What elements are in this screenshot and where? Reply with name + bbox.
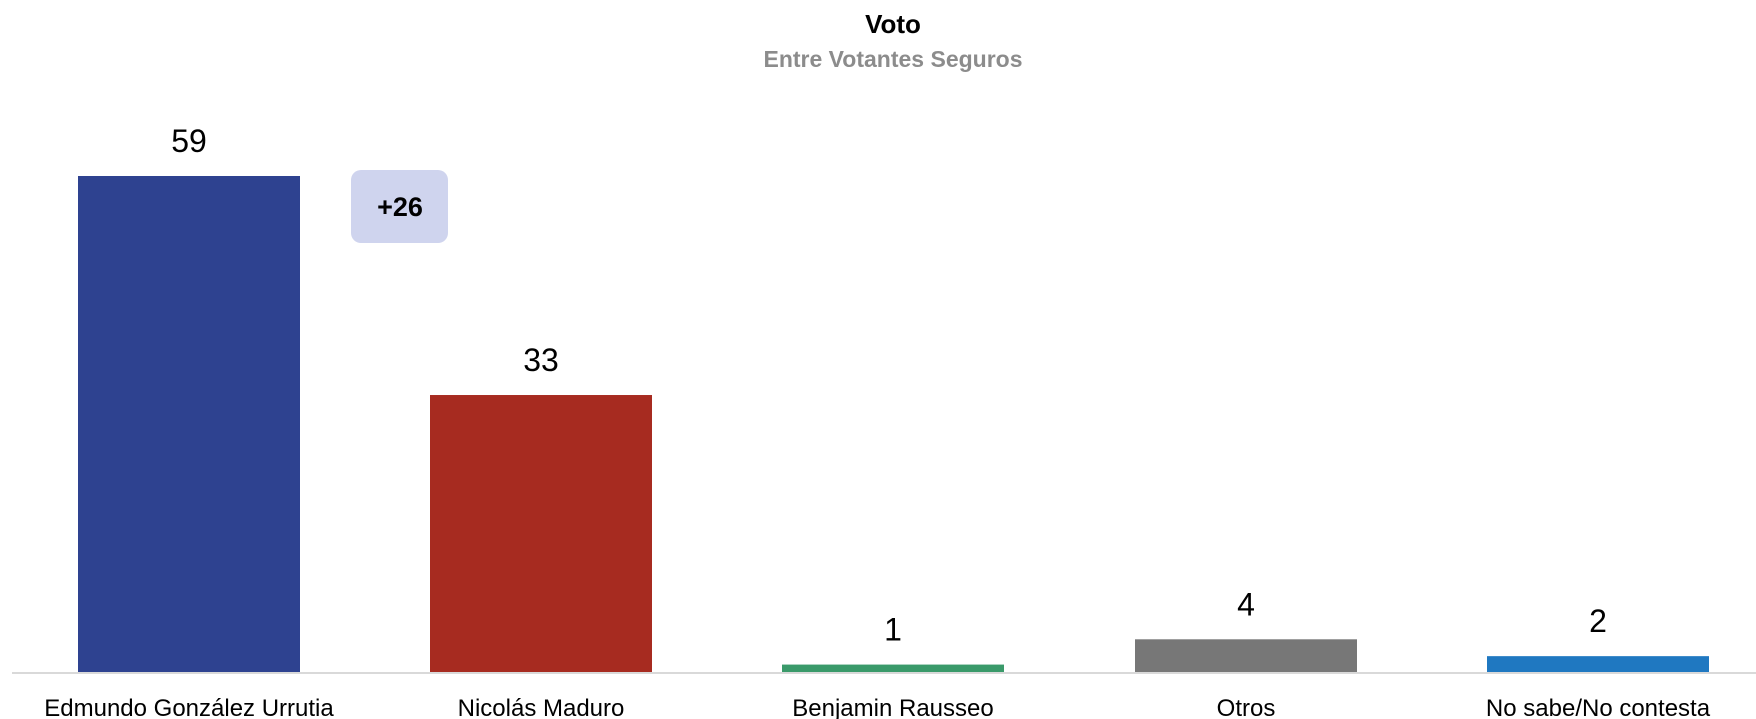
bar-1 (430, 395, 652, 673)
value-label-0: 59 (171, 123, 207, 159)
category-labels-group: Edmundo González Urrutia Nicolás Maduro Be… (44, 695, 1710, 719)
difference-badge (351, 170, 448, 243)
difference-annotation: +26 (351, 170, 448, 243)
bars-group (78, 176, 1709, 673)
category-label-4: No sabe/No contesta (1486, 695, 1711, 719)
chart-subtitle: Entre Votantes Seguros (763, 46, 1022, 72)
category-label-1: Nicolás Maduro (458, 695, 625, 719)
difference-text: +26 (377, 192, 423, 222)
value-label-1: 33 (523, 342, 559, 378)
value-labels-group: 59 33 1 4 2 (171, 123, 1607, 648)
value-label-3: 4 (1237, 586, 1255, 622)
category-label-3: Otros (1217, 695, 1276, 719)
value-label-2: 1 (884, 612, 902, 648)
bar-0 (78, 176, 300, 673)
category-label-0: Edmundo González Urrutia (44, 695, 334, 719)
bar-3 (1135, 639, 1357, 673)
category-label-2: Benjamin Rausseo (792, 695, 993, 719)
value-label-4: 2 (1589, 603, 1607, 639)
chart-title: Voto (865, 9, 921, 39)
bar-4 (1487, 656, 1709, 673)
bar-2 (782, 664, 1004, 673)
